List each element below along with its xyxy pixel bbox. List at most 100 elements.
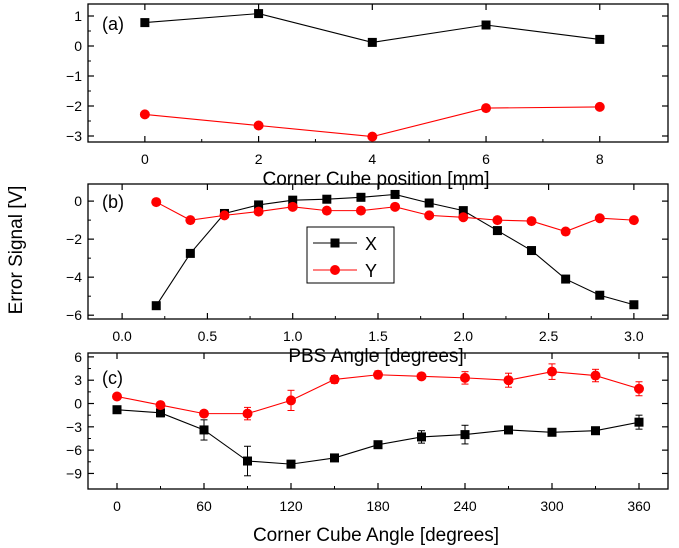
panel-c-point-y bbox=[416, 371, 427, 382]
panel-b-point-y bbox=[321, 205, 332, 216]
panel-b-point-y bbox=[628, 215, 639, 226]
panel-b-point-y bbox=[390, 201, 401, 212]
panel-b-x-tick-label: 2.5 bbox=[539, 328, 559, 344]
panel-b-x-tick-label: 0.5 bbox=[198, 328, 218, 344]
panel-b-x-axis-label: PBS Angle [degrees] bbox=[288, 346, 463, 367]
panel-c-point-y bbox=[547, 366, 557, 377]
panel-a-y-tick-label: −2 bbox=[66, 98, 82, 114]
panel-c-point-y bbox=[329, 374, 340, 385]
panel-b-point-y bbox=[458, 212, 469, 223]
panel-a-y-tick-label: −1 bbox=[66, 68, 82, 84]
panel-a-label: (a) bbox=[102, 14, 124, 34]
panel-b-point-y bbox=[219, 210, 230, 221]
panel-c-point-x bbox=[547, 427, 557, 437]
panel-c-point-x bbox=[112, 405, 122, 415]
panel-c-point-y bbox=[112, 391, 122, 402]
panel-c-x-tick-label: 0 bbox=[113, 498, 121, 514]
panel-c-y-tick-label: 0 bbox=[74, 396, 82, 412]
panel-a-x-axis-label: Corner Cube position [mm] bbox=[262, 169, 489, 190]
panel-c-point-y bbox=[155, 400, 166, 411]
panel-a-point-x bbox=[140, 18, 150, 28]
panel-b-y-tick-label: −4 bbox=[66, 269, 82, 285]
legend-box bbox=[306, 226, 395, 284]
legend-marker-x bbox=[330, 238, 340, 248]
panel-c-y-tick-label: −9 bbox=[66, 465, 82, 481]
panel-c-point-y bbox=[503, 375, 514, 386]
panel-a-x-tick-label: 2 bbox=[255, 151, 263, 167]
panel-c-y-tick-label: 3 bbox=[74, 372, 82, 388]
panel-b-x-tick-label: 1.5 bbox=[368, 328, 388, 344]
panel-c-point-y bbox=[199, 408, 209, 419]
panel-a-y-tick-label: −3 bbox=[66, 128, 82, 144]
panel-c-point-x bbox=[286, 459, 296, 469]
legend: XY bbox=[306, 226, 395, 284]
panel-c-point-x bbox=[330, 453, 339, 463]
legend-label-x: X bbox=[365, 234, 377, 254]
panel-a-point-x bbox=[595, 34, 605, 44]
panel-c-x-tick-label: 240 bbox=[453, 498, 477, 514]
panel-b-point-x bbox=[527, 246, 537, 256]
panel-b-point-y bbox=[424, 210, 435, 221]
panel-b-point-x bbox=[254, 200, 264, 210]
panel-a-point-x bbox=[367, 37, 377, 47]
panel-a-point-y bbox=[253, 120, 264, 131]
panel-c-label: (c) bbox=[102, 368, 123, 388]
panel-b-point-y bbox=[185, 215, 196, 226]
panel-a-point-x bbox=[481, 20, 491, 30]
panel-c-x-tick-label: 360 bbox=[627, 498, 651, 514]
panel-b-point-x bbox=[322, 194, 332, 204]
panel-b-point-y bbox=[492, 215, 503, 226]
legend-marker-y bbox=[330, 265, 340, 275]
panel-a-point-y bbox=[481, 103, 492, 114]
panel-b-label: (b) bbox=[102, 192, 124, 212]
panel-a-series-x bbox=[140, 9, 605, 47]
panel-b-x-tick-label: 1.0 bbox=[283, 328, 303, 344]
panel-c-point-x bbox=[156, 408, 165, 418]
panel-b-x-tick-label: 3.0 bbox=[624, 328, 644, 344]
panel-c-x-tick-label: 180 bbox=[366, 498, 390, 514]
panel-b-point-y bbox=[253, 206, 264, 217]
panel-b-point-x bbox=[288, 195, 298, 205]
panel-a-series-y bbox=[139, 101, 605, 142]
panel-b-point-x bbox=[458, 206, 468, 216]
y-axis-label: Error Signal [V] bbox=[6, 186, 27, 315]
panel-c-x-tick-label: 120 bbox=[279, 498, 303, 514]
panel-c-point-y bbox=[242, 408, 253, 419]
panel-c-x-axis-label: Corner Cube Angle [degrees] bbox=[253, 525, 499, 546]
panel-c-point-y bbox=[590, 370, 601, 381]
panel-b-y-tick-label: −6 bbox=[66, 307, 82, 323]
panel-a-y-tick-label: 0 bbox=[74, 38, 82, 54]
panel-b-point-y bbox=[560, 226, 571, 237]
panel-c-x-tick-label: 300 bbox=[540, 498, 564, 514]
panel-a-x-tick-label: 4 bbox=[368, 151, 376, 167]
panel-b-series-y bbox=[151, 197, 639, 237]
panel-a-y-tick-label: 1 bbox=[74, 8, 82, 24]
panel-c-point-x bbox=[199, 425, 209, 435]
panel-b-point-y bbox=[594, 213, 605, 224]
panel-c-point-x bbox=[460, 430, 470, 440]
panel-c-point-y bbox=[634, 383, 644, 394]
panel-a-point-y bbox=[594, 101, 605, 112]
panel-c-series-y bbox=[112, 363, 644, 421]
panel-b-point-x bbox=[595, 290, 605, 300]
panel-c-point-x bbox=[417, 432, 426, 442]
panel-b-point-y bbox=[151, 197, 162, 208]
panel-c-point-x bbox=[243, 456, 252, 466]
panel-b-point-x bbox=[561, 274, 571, 284]
panel-c-series-x bbox=[112, 405, 644, 477]
panel-a-x-tick-label: 8 bbox=[596, 151, 604, 167]
panel-c-x-tick-label: 60 bbox=[196, 498, 212, 514]
panel-b-point-y bbox=[526, 216, 537, 227]
panel-c-y-tick-label: −3 bbox=[66, 419, 82, 435]
panel-c-point-y bbox=[373, 369, 383, 380]
panel-b-point-x bbox=[356, 192, 366, 202]
panel-b-point-x bbox=[151, 301, 161, 311]
panel-b-y-tick-label: 0 bbox=[74, 193, 82, 209]
panel-c-point-x bbox=[634, 417, 644, 427]
panel-a-point-x bbox=[254, 9, 264, 19]
panel-b-x-tick-label: 0.0 bbox=[112, 328, 132, 344]
panel-b-point-x bbox=[390, 189, 400, 199]
panel-a-point-y bbox=[139, 109, 150, 120]
panel-c-y-tick-label: 6 bbox=[74, 349, 82, 365]
